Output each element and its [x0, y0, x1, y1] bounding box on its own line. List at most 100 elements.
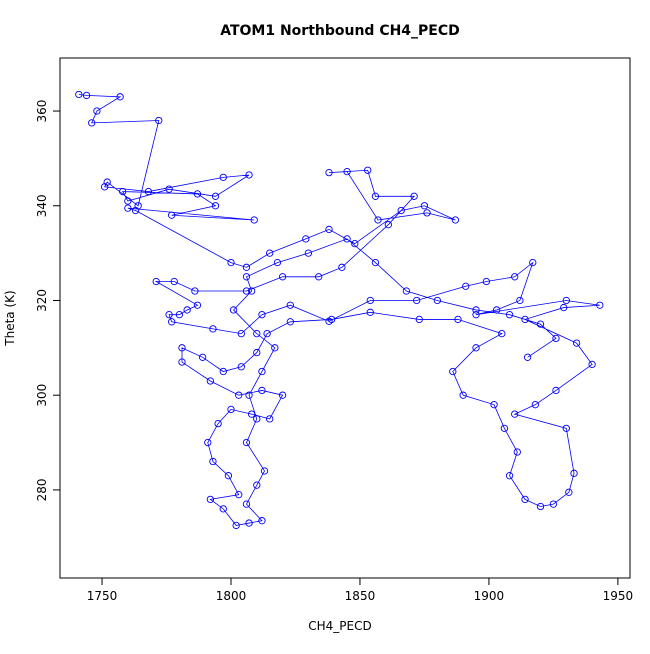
point [505, 311, 514, 319]
point [242, 263, 251, 271]
point [286, 301, 294, 309]
point [170, 277, 178, 286]
point [402, 287, 411, 295]
point [397, 206, 405, 215]
point [242, 273, 251, 281]
point [596, 301, 604, 309]
point [560, 303, 568, 312]
point [260, 467, 269, 475]
x-tick-label: 1950 [603, 589, 634, 603]
x-tick-label: 1900 [474, 589, 505, 603]
point [168, 211, 176, 219]
point [227, 258, 235, 267]
point [258, 311, 266, 319]
point [570, 469, 578, 477]
point [449, 367, 457, 376]
point [374, 216, 382, 224]
x-tick-label: 1850 [345, 589, 376, 603]
point [253, 329, 261, 338]
point [206, 377, 215, 385]
point [343, 168, 351, 176]
point [278, 273, 287, 281]
point [451, 216, 460, 224]
point [552, 386, 560, 395]
point [472, 306, 480, 314]
point [165, 311, 173, 319]
point [302, 235, 310, 243]
point [242, 500, 251, 508]
point [286, 318, 294, 326]
point [278, 391, 287, 399]
point [266, 249, 274, 257]
point [211, 202, 220, 210]
point [482, 277, 490, 286]
point [413, 296, 421, 305]
point [253, 481, 261, 489]
point [209, 457, 217, 466]
y-tick-label: 360 [35, 100, 49, 123]
point [227, 405, 235, 414]
point [82, 91, 91, 100]
point [263, 329, 271, 338]
point [152, 277, 160, 286]
point [266, 415, 274, 423]
point [219, 367, 227, 376]
point [513, 448, 521, 456]
point [423, 209, 431, 217]
point [338, 263, 346, 271]
point [100, 183, 109, 191]
point [343, 235, 351, 243]
point [523, 353, 532, 361]
point [472, 344, 480, 352]
point [178, 358, 186, 366]
point [516, 296, 524, 305]
point [462, 282, 470, 290]
y-tick-label: 300 [35, 384, 49, 407]
point [124, 197, 132, 205]
point [144, 187, 153, 196]
point [521, 315, 529, 324]
y-axis-label: Theta (K) [3, 290, 17, 346]
point [415, 315, 423, 324]
point [327, 315, 336, 324]
point [505, 472, 514, 480]
point [119, 187, 127, 196]
point [490, 401, 498, 409]
point [536, 502, 545, 511]
point [420, 202, 429, 210]
point [325, 225, 333, 234]
plot-box [59, 57, 631, 579]
point [498, 329, 506, 338]
y-tick-label: 280 [35, 478, 49, 501]
point [245, 519, 253, 527]
point [247, 410, 256, 418]
point [531, 401, 539, 409]
point [271, 344, 279, 352]
point [229, 306, 238, 314]
point [258, 367, 266, 376]
point [198, 353, 207, 361]
point [366, 296, 374, 305]
point [237, 363, 245, 371]
point [193, 190, 202, 198]
point [245, 171, 253, 179]
point [131, 206, 140, 215]
point [315, 273, 323, 281]
point [209, 325, 217, 333]
point [364, 166, 372, 174]
point [371, 192, 380, 200]
point [351, 239, 359, 248]
y-tick-label: 320 [35, 289, 49, 312]
point [168, 318, 176, 326]
point [183, 306, 191, 314]
point [493, 306, 501, 314]
point [247, 287, 256, 295]
point [178, 344, 186, 352]
point [371, 258, 380, 267]
point [472, 311, 480, 319]
point [433, 296, 441, 305]
point [253, 348, 261, 357]
point [242, 287, 251, 295]
point [204, 438, 212, 447]
point [88, 119, 96, 127]
